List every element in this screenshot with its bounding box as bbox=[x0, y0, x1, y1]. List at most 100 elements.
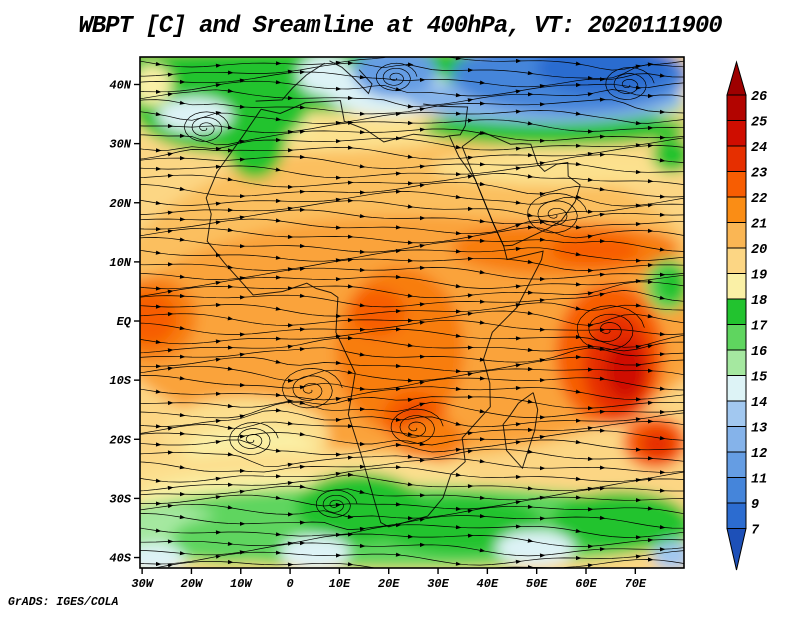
streamline-arrowhead bbox=[239, 352, 246, 357]
streamline-arrowhead bbox=[467, 484, 474, 489]
eddy-spiral bbox=[576, 305, 645, 351]
streamline-arrowhead bbox=[539, 237, 546, 242]
map-area bbox=[139, 52, 685, 569]
streamline-arrowhead bbox=[419, 107, 426, 112]
streamline-arrowhead bbox=[456, 309, 462, 314]
streamline-arrowhead bbox=[359, 111, 366, 116]
streamline-arrowhead bbox=[348, 336, 354, 341]
streamline-arrowhead bbox=[455, 447, 462, 452]
streamline bbox=[140, 401, 684, 419]
streamline-arrowhead bbox=[359, 130, 366, 135]
streamline-arrowhead bbox=[408, 516, 414, 521]
eddy-spiral bbox=[390, 408, 444, 444]
y-axis: 40N 30N 20N 10N EQ 10S 20S 30S 40S bbox=[109, 78, 140, 566]
streamline-arrowhead bbox=[527, 347, 534, 352]
streamline-arrowhead bbox=[227, 452, 234, 457]
streamline-arrowhead bbox=[659, 194, 666, 199]
streamline-arrowhead bbox=[515, 559, 522, 564]
colorbar-label: 16 bbox=[751, 345, 767, 360]
streamline-arrowhead bbox=[347, 455, 354, 460]
streamline-arrowhead bbox=[179, 100, 186, 105]
eddy-spiral bbox=[282, 368, 343, 409]
streamline-arrowhead bbox=[239, 157, 246, 162]
streamline-arrowhead bbox=[479, 459, 486, 464]
streamline-arrowhead bbox=[479, 219, 486, 224]
streamline-arrowhead bbox=[539, 553, 546, 558]
streamline bbox=[140, 247, 684, 262]
streamline-arrowhead bbox=[540, 466, 546, 471]
field-blob bbox=[140, 291, 177, 345]
streamline-arrowhead bbox=[359, 386, 366, 391]
colorbar-label: 17 bbox=[751, 320, 768, 335]
streamline-arrowhead bbox=[215, 83, 222, 88]
streamline-arrowhead bbox=[347, 198, 354, 203]
streamline-arrowhead bbox=[287, 462, 294, 467]
streamline-arrowhead bbox=[635, 478, 642, 483]
streamline-arrowhead bbox=[419, 320, 426, 325]
streamline-arrowhead bbox=[396, 52, 402, 56]
streamline-arrowhead bbox=[299, 70, 306, 75]
streamline-arrowhead bbox=[635, 121, 642, 126]
streamline-arrowhead bbox=[299, 347, 306, 352]
streamline-arrowhead bbox=[599, 376, 606, 381]
x-tick-label: 0 bbox=[286, 577, 293, 591]
streamline-arrowhead bbox=[660, 135, 666, 140]
streamline-arrowhead bbox=[648, 419, 654, 424]
field-blob bbox=[353, 57, 438, 99]
streamline-arrowhead bbox=[467, 311, 474, 316]
streamline-arrowhead bbox=[179, 514, 186, 520]
field-blob bbox=[280, 534, 350, 568]
streamline-arrowhead bbox=[227, 425, 234, 430]
streamline-arrowhead bbox=[156, 89, 162, 94]
streamline-arrowhead bbox=[480, 437, 486, 442]
x-tick-label: 10W bbox=[230, 577, 253, 591]
streamline-arrowhead bbox=[335, 452, 342, 457]
streamline-arrowhead bbox=[455, 333, 462, 338]
field-blob bbox=[431, 150, 684, 186]
colorbar-segment bbox=[726, 196, 747, 223]
streamline-arrowhead bbox=[227, 366, 234, 371]
streamline-arrowhead bbox=[287, 96, 294, 101]
colorbar-label: 24 bbox=[751, 141, 767, 156]
coastline bbox=[461, 131, 581, 247]
colorbar-segment bbox=[726, 94, 747, 121]
streamline bbox=[140, 319, 684, 335]
streamline-arrowhead bbox=[215, 63, 222, 68]
streamline-arrowhead bbox=[587, 234, 594, 239]
streamline-arrowhead bbox=[455, 561, 462, 566]
streamline-arrowhead bbox=[155, 304, 162, 309]
streamline-arrowhead bbox=[359, 303, 366, 308]
streamline-arrowhead bbox=[647, 538, 654, 543]
streamline-arrowhead bbox=[215, 530, 222, 535]
streamline-arrowhead bbox=[419, 517, 426, 522]
streamline-arrowhead bbox=[299, 105, 306, 110]
streamline-arrowhead bbox=[239, 489, 246, 494]
streamline-arrowhead bbox=[659, 158, 666, 163]
streamline-arrowhead bbox=[275, 275, 282, 280]
streamline-arrowhead bbox=[455, 421, 462, 426]
streamline-arrowhead bbox=[299, 243, 306, 249]
streamline-arrowhead bbox=[635, 417, 642, 422]
streamline-arrowhead bbox=[407, 104, 414, 109]
streamline-arrowhead bbox=[515, 440, 522, 445]
streamline-arrowhead bbox=[299, 464, 306, 469]
streamline-arrowhead bbox=[647, 400, 654, 405]
streamline bbox=[140, 542, 684, 557]
streamline-arrowhead bbox=[576, 82, 582, 88]
streamline-arrowhead bbox=[179, 551, 186, 556]
y-tick-label: 30S bbox=[109, 492, 131, 506]
streamline-arrowhead bbox=[539, 191, 546, 197]
streamline-arrowhead bbox=[288, 512, 294, 517]
streamline-arrowhead bbox=[575, 528, 582, 533]
eddy-spiral bbox=[605, 67, 655, 100]
streamline-arrowhead bbox=[587, 507, 594, 512]
streamline-arrowhead bbox=[239, 414, 246, 419]
streamline-arrowhead bbox=[276, 137, 282, 143]
streamline-arrowhead bbox=[155, 250, 162, 255]
streamline bbox=[140, 137, 684, 151]
streamline-arrowhead bbox=[600, 428, 606, 433]
streamline bbox=[140, 524, 684, 538]
streamline-arrowhead bbox=[227, 541, 234, 546]
streamline-arrowhead bbox=[407, 432, 414, 437]
field-blob bbox=[640, 429, 675, 459]
